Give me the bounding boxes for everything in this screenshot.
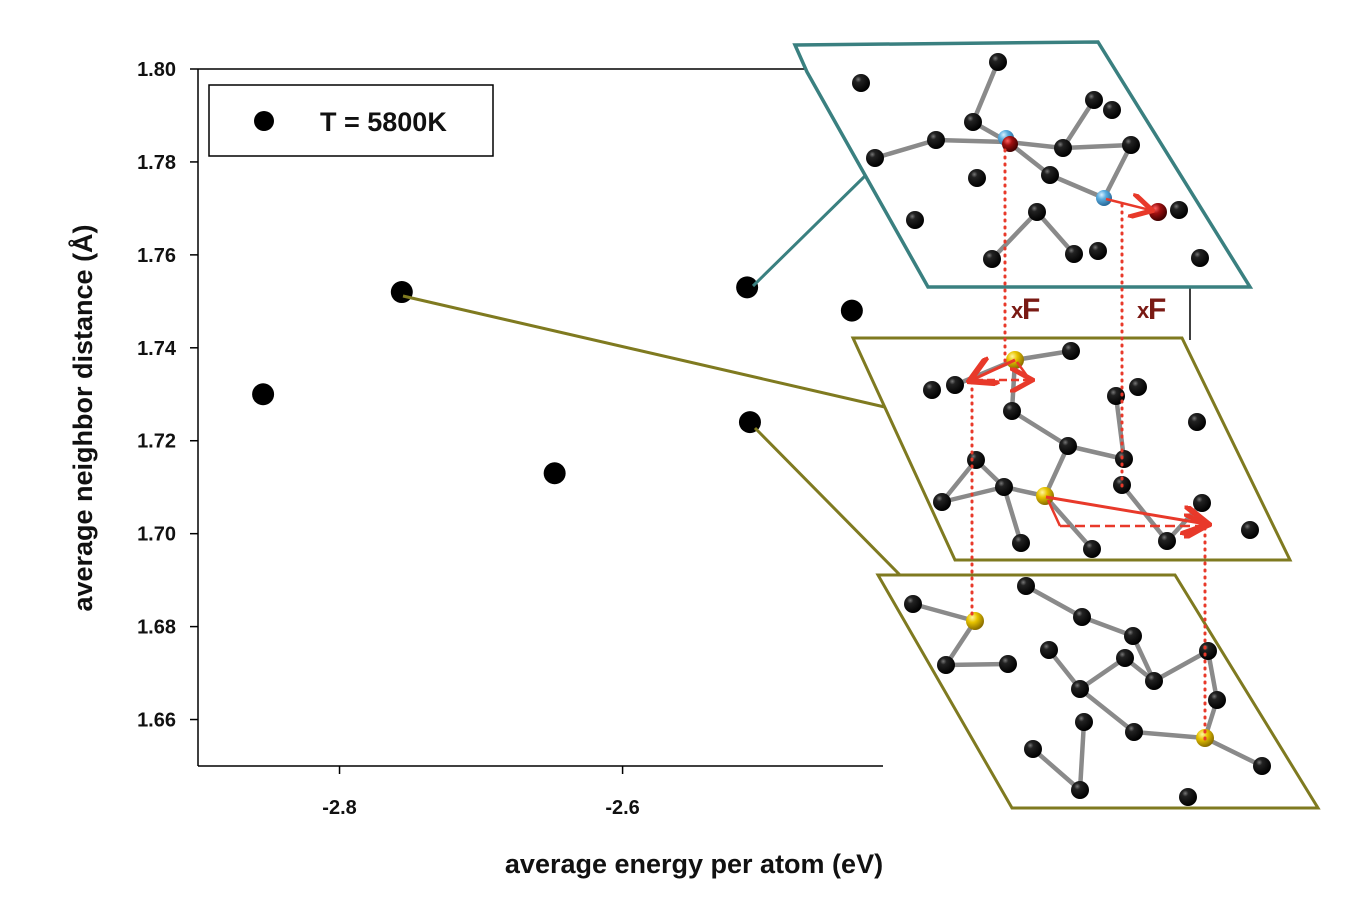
x-axis-label: average energy per atom (eV) [505,849,883,879]
highlight-atom-red [1002,136,1018,152]
force-scale-label-1: x F [1011,293,1040,326]
displacement-arrow [1105,199,1150,210]
connector-bottom [753,426,902,577]
legend: T = 5800K [208,84,494,157]
highlight-atom-yellow [1036,487,1054,505]
atoms-top [852,53,1209,268]
y-tick-label: 1.76 [137,245,176,267]
y-tick-label: 1.68 [137,617,176,639]
data-point [390,281,413,304]
svg-text:x: x [1011,298,1024,323]
legend-label: T = 5800K [320,107,447,137]
force-scale-label-2: x F [1137,293,1166,326]
y-tick-label: 1.78 [137,152,176,174]
structure-panel-middle [850,336,1293,562]
x-ticks: -2.8 -2.6 [322,766,640,819]
force-arrows [972,360,1206,526]
connector-top [751,173,868,288]
structure-panel-bottom [875,573,1321,810]
highlight-atom-red [1149,203,1167,221]
data-point [736,276,759,299]
svg-text:F: F [1148,293,1166,326]
svg-text:x: x [1137,298,1150,323]
y-ticks: 1.66 1.68 1.70 1.72 1.74 1.76 1.78 1.80 [137,59,198,732]
svg-text:F: F [1022,293,1040,326]
data-point [252,383,275,406]
data-points [252,276,863,485]
y-axis-label: average neighbor distance (Å) [67,224,98,611]
y-tick-label: 1.80 [137,59,176,81]
projection-lines [970,148,1207,742]
x-tick-label: -2.6 [605,797,639,819]
atoms-bottom [904,577,1271,806]
x-tick-label: -2.8 [322,797,356,819]
data-point [840,299,863,322]
legend-marker [254,111,274,131]
connector-middle [402,294,890,410]
y-tick-label: 1.66 [137,710,176,732]
y-tick-label: 1.74 [137,338,177,360]
highlight-atom-yellow [966,612,984,630]
y-tick-label: 1.70 [137,524,176,546]
y-tick-label: 1.72 [137,431,176,453]
plot-area: 1.661.681.701.721.741.761.781.80 -2.8 -2.… [137,59,883,819]
data-point [543,462,566,485]
structure-panel-top [792,40,1254,289]
highlight-atom-blue [1096,190,1112,206]
